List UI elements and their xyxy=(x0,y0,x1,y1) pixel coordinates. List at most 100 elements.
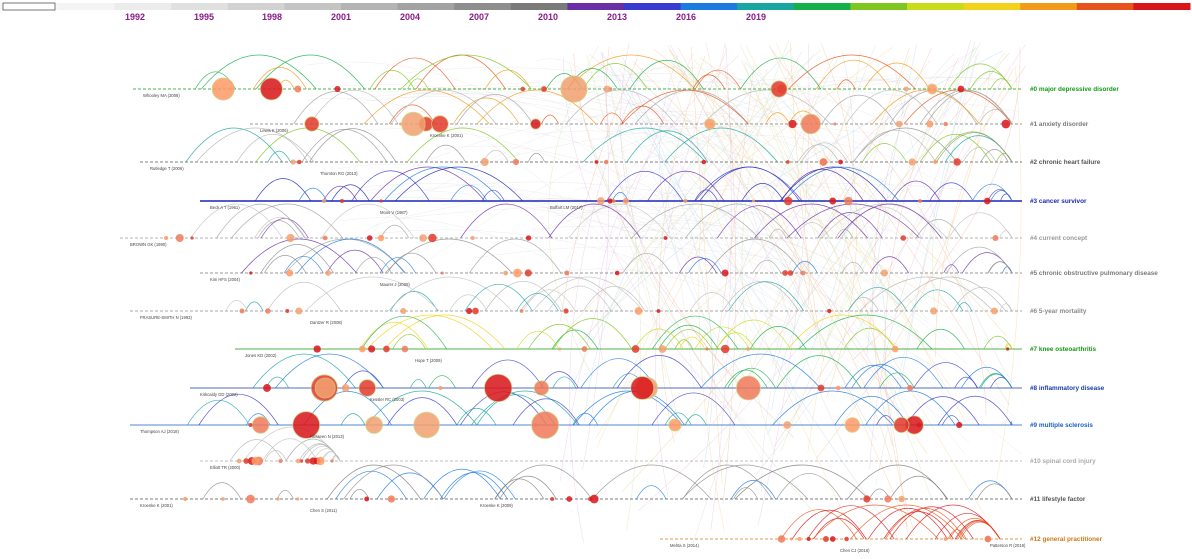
citation-node[interactable] xyxy=(918,199,922,203)
citation-node[interactable] xyxy=(480,158,489,166)
citation-node[interactable] xyxy=(322,235,328,241)
cited-reference-label[interactable]: BROWN GK (1990) xyxy=(130,242,167,247)
citation-node[interactable] xyxy=(431,115,449,133)
citation-node[interactable] xyxy=(541,86,547,92)
citation-node[interactable] xyxy=(339,198,345,204)
citation-node[interactable] xyxy=(589,494,599,504)
citation-node[interactable] xyxy=(190,236,194,240)
citation-node[interactable] xyxy=(683,198,688,204)
citation-node[interactable] xyxy=(612,199,616,203)
citation-node[interactable] xyxy=(334,85,341,93)
cluster-label-10[interactable]: #10 spinal cord injury xyxy=(1030,458,1096,465)
citation-node[interactable] xyxy=(484,373,513,403)
citation-node[interactable] xyxy=(525,235,532,241)
citation-node[interactable] xyxy=(221,497,225,501)
citation-node[interactable] xyxy=(908,158,916,166)
citation-node[interactable] xyxy=(286,233,295,243)
citation-node[interactable] xyxy=(983,197,991,205)
cited-reference-label[interactable]: Kroenke K (2001) xyxy=(430,133,463,138)
citation-node[interactable] xyxy=(330,459,334,463)
citation-node[interactable] xyxy=(844,196,853,206)
citation-node[interactable] xyxy=(325,270,331,276)
citation-node[interactable] xyxy=(898,495,905,503)
citation-node[interactable] xyxy=(663,236,668,240)
citation-node[interactable] xyxy=(314,377,336,399)
citation-node[interactable] xyxy=(305,458,311,464)
citation-node[interactable] xyxy=(829,197,837,205)
cited-reference-label[interactable]: Thompson AJ (2018) xyxy=(140,429,179,434)
citation-node[interactable] xyxy=(631,345,640,353)
cited-reference-label[interactable]: Hope T (2009) xyxy=(415,358,442,363)
citation-node[interactable] xyxy=(285,309,290,313)
cited-reference-label[interactable]: Kirkcaldy GD (2002) xyxy=(200,392,238,397)
citation-node[interactable] xyxy=(933,159,938,165)
citation-node[interactable] xyxy=(943,537,948,541)
citation-node[interactable] xyxy=(365,416,383,434)
citation-node[interactable] xyxy=(413,411,440,439)
citation-node[interactable] xyxy=(321,198,327,204)
citation-node[interactable] xyxy=(512,158,520,166)
citation-node[interactable] xyxy=(246,494,255,504)
citation-node[interactable] xyxy=(368,345,376,353)
citation-node[interactable] xyxy=(770,80,788,98)
cited-reference-label[interactable]: Maurer J (2008) xyxy=(380,282,410,287)
citation-node[interactable] xyxy=(829,536,836,542)
citation-node[interactable] xyxy=(721,269,729,277)
cited-reference-label[interactable]: Kim HFS (2004) xyxy=(210,277,241,282)
citation-node[interactable] xyxy=(472,307,479,315)
citation-node[interactable] xyxy=(926,83,938,95)
cited-reference-label[interactable]: Rosseen N (2013) xyxy=(310,434,345,439)
cluster-label-7[interactable]: #7 knee osteoarthritis xyxy=(1030,346,1097,353)
citation-node[interactable] xyxy=(956,421,963,429)
cited-reference-label[interactable]: Chen S (2011) xyxy=(310,508,338,513)
citation-node[interactable] xyxy=(175,234,184,242)
citation-node[interactable] xyxy=(379,199,383,203)
citation-node[interactable] xyxy=(1001,119,1011,129)
citation-node[interactable] xyxy=(366,235,373,241)
cited-reference-label[interactable]: Lewis K (2006) xyxy=(260,128,289,133)
cited-reference-label[interactable]: Rutledge T (2006) xyxy=(150,166,184,171)
citation-node[interactable] xyxy=(893,416,910,434)
citation-node[interactable] xyxy=(930,307,938,315)
citation-node[interactable] xyxy=(251,416,270,434)
cluster-label-4[interactable]: #4 current concept xyxy=(1030,235,1088,242)
citation-node[interactable] xyxy=(466,307,473,315)
citation-node[interactable] xyxy=(419,234,427,242)
citation-node[interactable] xyxy=(785,160,790,164)
cited-reference-label[interactable]: Whooley MA (2008) xyxy=(143,93,180,98)
citation-node[interactable] xyxy=(296,497,300,501)
citation-node[interactable] xyxy=(746,347,750,351)
citation-node[interactable] xyxy=(787,270,794,276)
citation-node[interactable] xyxy=(309,457,317,465)
cluster-label-8[interactable]: #8 inflammatory disease xyxy=(1030,385,1105,392)
citation-node[interactable] xyxy=(783,421,792,429)
citation-node[interactable] xyxy=(701,159,707,165)
cited-reference-label[interactable]: Kroenke K (2009) xyxy=(480,503,513,508)
cluster-label-2[interactable]: #2 chronic heart failure xyxy=(1030,159,1101,166)
timeline-scroll-handle[interactable] xyxy=(2,2,56,11)
citation-node[interactable] xyxy=(788,119,797,129)
citation-node[interactable] xyxy=(292,411,321,439)
citation-node[interactable] xyxy=(906,384,914,392)
citation-node[interactable] xyxy=(358,345,366,353)
cluster-label-3[interactable]: #3 cancer survivor xyxy=(1030,198,1087,205)
citation-node[interactable] xyxy=(656,309,661,313)
citation-node[interactable] xyxy=(401,345,409,353)
citation-node[interactable] xyxy=(992,234,999,242)
citation-node[interactable] xyxy=(833,122,837,126)
citation-node[interactable] xyxy=(782,270,788,276)
citation-node[interactable] xyxy=(564,270,570,276)
citation-node[interactable] xyxy=(251,456,260,466)
citation-node[interactable] xyxy=(358,379,377,397)
citation-node[interactable] xyxy=(563,308,569,314)
citation-node[interactable] xyxy=(304,116,320,132)
citation-node[interactable] xyxy=(658,345,667,353)
citation-node[interactable] xyxy=(895,120,903,128)
citation-node[interactable] xyxy=(822,535,829,543)
citation-node[interactable] xyxy=(524,269,532,277)
cited-reference-label[interactable]: FRASURE-SMITH N (1993) xyxy=(140,315,192,320)
citation-node[interactable] xyxy=(294,85,302,93)
citation-node[interactable] xyxy=(566,496,573,502)
cited-reference-label[interactable]: Beck A T (1961) xyxy=(210,205,240,210)
citation-node[interactable] xyxy=(863,495,871,503)
